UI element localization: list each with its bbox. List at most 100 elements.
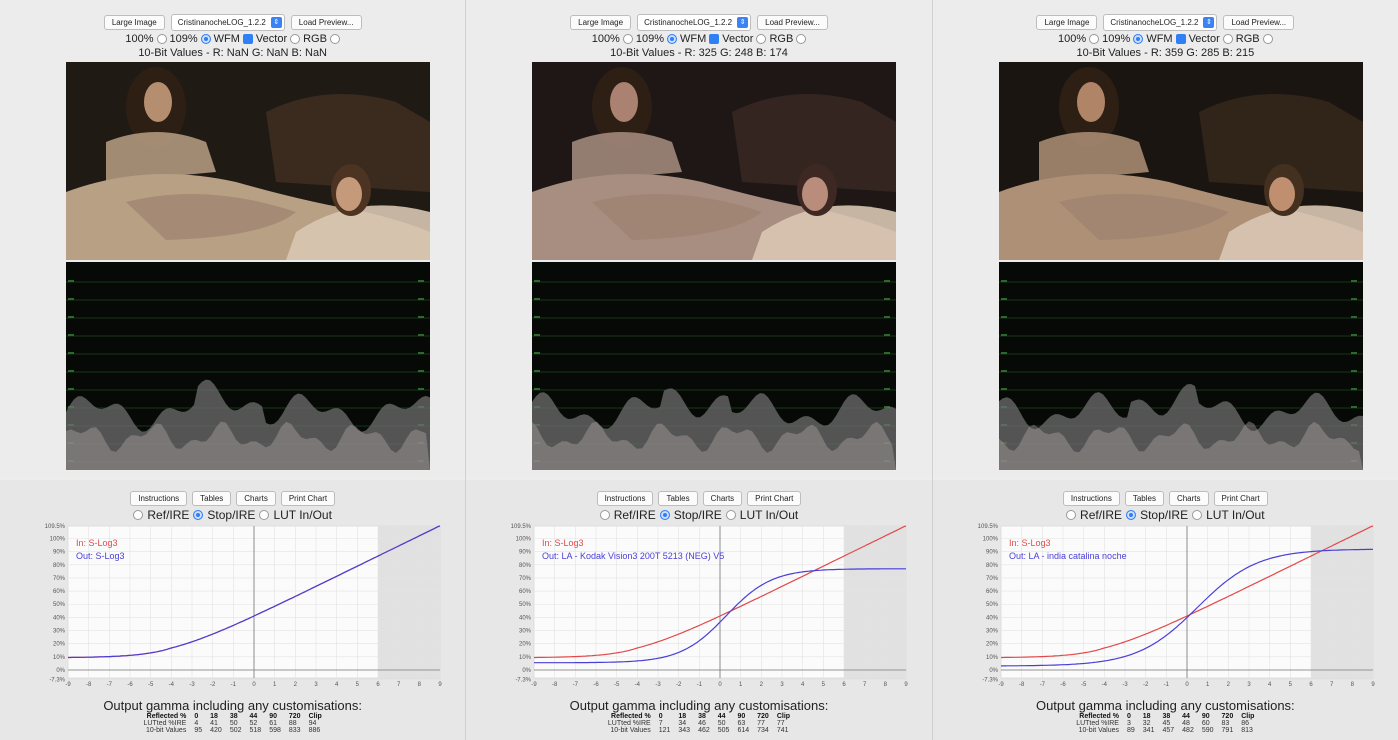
stop-ire-radio[interactable] (1126, 510, 1137, 520)
x-tick-label: 7 (1330, 682, 1334, 688)
large-image-button[interactable]: Large Image (103, 15, 165, 30)
y-tick-label: 80% (519, 563, 532, 569)
load-preview-button[interactable]: Load Preview... (290, 15, 362, 30)
option-100-label: 100% (591, 33, 620, 45)
y-tick-label: 109.5% (977, 524, 998, 530)
option-109-radio[interactable] (1133, 34, 1144, 44)
tab-charts[interactable]: Charts (702, 491, 743, 506)
x-tick-label: -9 (998, 682, 1004, 688)
x-tick-label: 2 (294, 682, 298, 688)
x-tick-label: 9 (1371, 682, 1375, 688)
tab-print-chart[interactable]: Print Chart (1213, 491, 1268, 506)
tab-tables[interactable]: Tables (1124, 491, 1164, 506)
x-tick-label: 0 (252, 682, 256, 688)
option-100-radio[interactable] (156, 34, 167, 44)
ref-ire-radio[interactable] (599, 510, 610, 520)
ref-ire-radio[interactable] (133, 510, 144, 520)
option-rgb-label: RGB (769, 33, 794, 45)
lut-select[interactable]: CristinanocheLOG_1.2.2 ⇕ (637, 14, 752, 31)
x-tick-label: 9 (438, 682, 442, 688)
vector-checkbox[interactable] (756, 34, 767, 44)
x-tick-label: 9 (905, 682, 909, 688)
lut-select[interactable]: CristinanocheLOG_1.2.2 ⇕ (1103, 14, 1218, 31)
vector-checkbox[interactable] (290, 34, 301, 44)
y-tick-label: 0% (989, 668, 998, 674)
table-row: 10-bit Values 121 343 462 505 614 734 741 (610, 727, 789, 734)
tab-print-chart[interactable]: Print Chart (747, 491, 802, 506)
x-tick-label: -4 (635, 682, 641, 688)
option-vector-label: Vector (1188, 33, 1220, 45)
legend-in: In: S-Log3 (542, 538, 584, 548)
output-curve (534, 568, 907, 664)
table-row: Reflected % 0 18 38 44 90 720 Clip (611, 713, 791, 720)
wfm-checkbox[interactable] (242, 34, 253, 44)
ref-ire-label: Ref/IRE (613, 508, 656, 522)
rgb-checkbox[interactable] (329, 34, 340, 44)
ref-ire-label: Ref/IRE (147, 508, 190, 522)
x-tick-label: -4 (1101, 682, 1107, 688)
lut-select[interactable]: CristinanocheLOG_1.2.2 ⇕ (170, 14, 285, 31)
load-preview-button[interactable]: Load Preview... (757, 15, 828, 30)
large-image-button[interactable]: Large Image (1036, 15, 1098, 30)
table-row: LUTted %IRE 4 41 50 52 61 88 94 (143, 720, 317, 727)
tab-charts[interactable]: Charts (236, 491, 276, 506)
option-rgb-label: RGB (1235, 33, 1260, 45)
large-image-button[interactable]: Large Image (570, 15, 632, 30)
ref-ire-radio[interactable] (1066, 510, 1077, 520)
waveform-monitor (66, 262, 430, 470)
tab-tables[interactable]: Tables (192, 491, 232, 506)
x-tick-label: 7 (863, 682, 867, 688)
option-wfm-label: WFM (679, 33, 707, 45)
stop-ire-label: Stop/IRE (207, 508, 256, 522)
rgb-checkbox[interactable] (1262, 34, 1273, 44)
x-tick-label: 3 (781, 682, 785, 688)
tab-print-chart[interactable]: Print Chart (280, 491, 336, 506)
x-tick-label: 1 (1206, 682, 1210, 688)
vector-checkbox[interactable] (1222, 34, 1233, 44)
y-tick-label: 100% (516, 536, 532, 542)
x-tick-label: 5 (822, 682, 826, 688)
chart-tabs: Instructions Tables Charts Print Chart (933, 491, 1398, 506)
lut-in-out-radio[interactable] (259, 510, 270, 520)
ref-ire-label: Ref/IRE (1080, 508, 1123, 522)
x-tick-label: -8 (552, 682, 558, 688)
load-preview-button[interactable]: Load Preview... (1223, 15, 1295, 30)
tab-instructions[interactable]: Instructions (1062, 491, 1120, 506)
y-tick-label: 100% (50, 536, 66, 542)
stop-ire-radio[interactable] (659, 510, 670, 520)
tab-instructions[interactable]: Instructions (130, 491, 188, 506)
lut-in-out-radio[interactable] (725, 510, 736, 520)
y-tick-label: 100% (982, 536, 998, 542)
tab-charts[interactable]: Charts (1168, 491, 1209, 506)
option-rgb-label: RGB (303, 33, 327, 45)
tab-instructions[interactable]: Instructions (596, 491, 654, 506)
option-100-radio[interactable] (1089, 34, 1100, 44)
y-tick-label: 30% (986, 629, 999, 635)
option-wfm-label: WFM (213, 33, 240, 45)
x-tick-label: -9 (532, 682, 538, 688)
gamma-table: Reflected % 0 18 38 44 90 720 Clip LUTted %IRE 7… (466, 713, 931, 734)
gamma-table: Reflected % 0 18 38 44 90 720 Clip LUTted %IRE 4… (0, 713, 465, 734)
x-tick-label: 4 (335, 682, 339, 688)
wfm-checkbox[interactable] (1175, 34, 1186, 44)
option-109-radio[interactable] (200, 34, 211, 44)
x-tick-label: 2 (760, 682, 764, 688)
legend-in: In: S-Log3 (1009, 538, 1051, 548)
x-tick-label: -5 (1081, 682, 1087, 688)
x-tick-label: -7 (1039, 682, 1045, 688)
x-tick-label: -7 (107, 682, 113, 688)
lut-in-out-radio[interactable] (1192, 510, 1203, 520)
stop-ire-radio[interactable] (193, 510, 204, 520)
chart-mode-options: Ref/IRE Stop/IRE LUT In/Out (466, 508, 931, 522)
x-tick-label: 8 (884, 682, 888, 688)
y-tick-label: 60% (519, 589, 532, 595)
y-tick-label: 80% (986, 563, 999, 569)
tab-tables[interactable]: Tables (658, 491, 698, 506)
chart-mode-options: Ref/IRE Stop/IRE LUT In/Out (933, 508, 1398, 522)
rgb-checkbox[interactable] (796, 34, 807, 44)
x-tick-label: 7 (397, 682, 401, 688)
option-100-radio[interactable] (622, 34, 633, 44)
chart-tabs: Instructions Tables Charts Print Chart (466, 491, 931, 506)
option-109-radio[interactable] (666, 34, 677, 44)
wfm-checkbox[interactable] (709, 34, 720, 44)
